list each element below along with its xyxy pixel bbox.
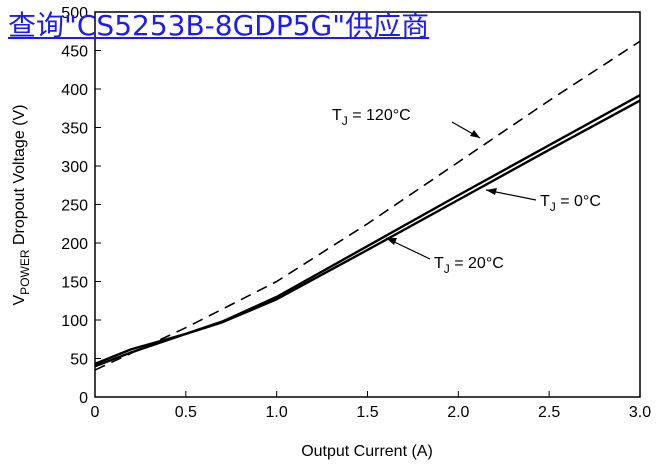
- y-tick-label: 150: [61, 275, 88, 292]
- x-tick-label: 1.5: [356, 404, 378, 421]
- arrowhead-0: [486, 188, 497, 195]
- x-tick-label: 1.0: [266, 404, 288, 421]
- series-layer: [94, 40, 641, 371]
- x-tick-label: 2.5: [538, 404, 560, 421]
- svg-text:TJ = 0°C: TJ = 0°C: [540, 193, 601, 214]
- svg-text:TJ = 20°C: TJ = 20°C: [434, 255, 504, 276]
- svg-text:TJ = 120°C: TJ = 120°C: [332, 107, 411, 128]
- y-tick-label: 450: [61, 44, 88, 61]
- x-axis-ticks: 0 0.5 1.0 1.5 2.0 2.5 3.0: [91, 391, 651, 421]
- arrowhead-20: [386, 238, 397, 245]
- x-tick-label: 0: [91, 404, 100, 421]
- series-line-1: [94, 94, 641, 366]
- series-line-0: [94, 40, 641, 371]
- arrowhead-120: [470, 130, 480, 138]
- supplier-query-link[interactable]: 查询"CS5253B-8GDP5G"供应商: [8, 9, 430, 42]
- y-axis-ticks: 0 50 100 150 200 250 300 350 400 450 500: [61, 5, 101, 407]
- y-axis-title: VPOWER Dropout Voltage (V): [11, 105, 32, 306]
- y-tick-label: 350: [61, 121, 88, 138]
- y-tick-label: 500: [61, 5, 88, 22]
- annotation-tj-20: TJ = 20°C: [385, 237, 504, 276]
- x-axis-title: Output Current (A): [301, 443, 433, 460]
- x-tick-label: 3.0: [629, 404, 651, 421]
- y-tick-label: 0: [79, 390, 88, 407]
- y-tick-label: 50: [70, 352, 88, 369]
- x-tick-label: 2.0: [447, 404, 469, 421]
- annotation-tj-120: TJ = 120°C: [332, 107, 481, 139]
- y-tick-label: 200: [61, 236, 88, 253]
- annotation-tj-0: TJ = 0°C: [485, 188, 601, 214]
- series-line-2: [94, 99, 641, 368]
- y-tick-label: 100: [61, 313, 88, 330]
- y-tick-label: 300: [61, 159, 88, 176]
- y-tick-label: 400: [61, 82, 88, 99]
- y-tick-label: 250: [61, 198, 88, 215]
- x-tick-label: 0.5: [175, 404, 197, 421]
